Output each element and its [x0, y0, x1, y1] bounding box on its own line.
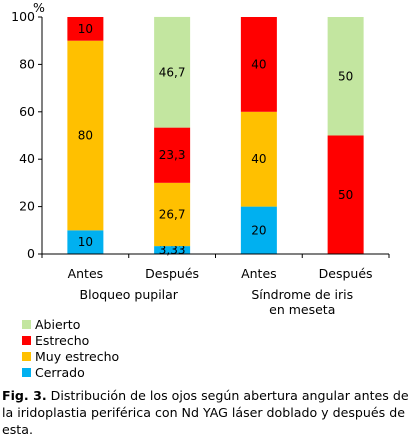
stacked-bar-chart: 1080103,3326,723,346,7204040505002040608… — [11, 0, 390, 315]
data-label: 46,7 — [159, 65, 186, 79]
legend-label: Cerrado — [35, 364, 85, 380]
legend-swatch — [22, 319, 31, 329]
y-unit-label: % — [33, 0, 45, 15]
legend-swatch — [22, 367, 31, 377]
group-label: en meseta — [269, 302, 335, 315]
data-label: 50 — [338, 188, 353, 202]
y-tick-label: 40 — [19, 151, 35, 166]
bar-segment — [154, 127, 191, 183]
data-label: 40 — [251, 152, 266, 166]
caption-label: Fig. 3. — [2, 388, 47, 403]
y-tick-label: 20 — [19, 199, 35, 214]
y-tick-label: 0 — [27, 246, 35, 261]
data-label: 10 — [78, 235, 93, 249]
data-label: 10 — [78, 22, 93, 36]
y-tick-label: 60 — [19, 104, 35, 119]
x-tick-label: Después — [319, 266, 373, 281]
caption-text: Distribución de los ojos según abertura … — [2, 388, 409, 437]
bar-segment — [67, 17, 104, 41]
legend-swatch — [22, 351, 31, 361]
x-tick-label: Antes — [241, 266, 277, 281]
data-label: 50 — [338, 69, 353, 83]
bar-segment — [327, 135, 364, 254]
legend-label: Muy estrecho — [35, 348, 120, 364]
legend-label: Estrecho — [35, 332, 90, 348]
bar-segment — [154, 246, 191, 254]
y-tick-label: 80 — [19, 56, 35, 71]
legend-label: Abierto — [35, 316, 81, 332]
bar-segment — [154, 182, 191, 247]
x-tick-label: Antes — [68, 266, 104, 281]
legend-item: Abierto — [22, 316, 119, 332]
bar-segment — [240, 111, 277, 207]
x-tick-label: Después — [145, 266, 199, 281]
data-label: 20 — [251, 223, 266, 237]
legend-item: Cerrado — [22, 364, 119, 380]
figure-caption: Fig. 3. Distribución de los ojos según a… — [2, 387, 418, 438]
data-label: 26,7 — [159, 207, 186, 221]
y-tick-label: 100 — [11, 9, 35, 24]
legend-item: Estrecho — [22, 332, 119, 348]
bar-segment — [67, 40, 104, 231]
bar-segment — [154, 16, 191, 128]
data-label: 40 — [251, 57, 266, 71]
legend-item: Muy estrecho — [22, 348, 119, 364]
data-label: 80 — [78, 129, 93, 143]
group-label: Síndrome de iris — [251, 287, 353, 302]
bar-segment — [67, 230, 104, 254]
legend-swatch — [22, 335, 31, 345]
group-label: Bloqueo pupilar — [80, 287, 179, 302]
chart-legend: Abierto Estrecho Muy estrecho Cerrado — [22, 316, 119, 380]
bar-segment — [327, 17, 364, 136]
bar-segment — [240, 206, 277, 254]
data-label: 23,3 — [159, 148, 186, 162]
bar-segment — [240, 17, 277, 112]
